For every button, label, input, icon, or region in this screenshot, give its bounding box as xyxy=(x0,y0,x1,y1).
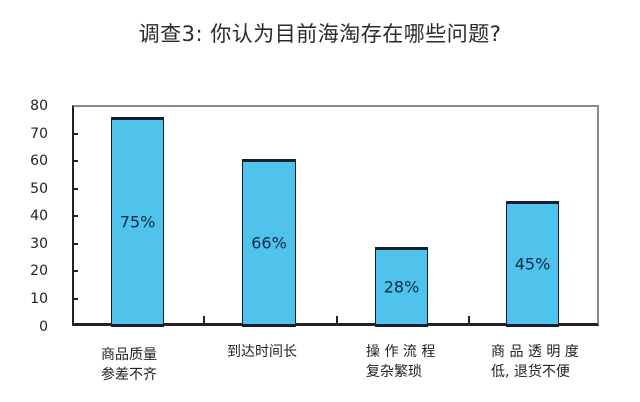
y-tick-mark xyxy=(72,188,78,190)
y-tick-label: 30 xyxy=(30,236,48,252)
category-line: 参差不齐 xyxy=(101,367,157,383)
y-tick-mark xyxy=(72,133,78,135)
category-label: 到达时间长 xyxy=(227,342,297,362)
y-tick-mark xyxy=(72,160,78,162)
bar-value-label: 75% xyxy=(119,212,156,232)
category-line: 商品质量 xyxy=(101,347,157,363)
bar-delivery-time: 66% xyxy=(242,159,296,327)
y-tick-mark xyxy=(72,298,78,300)
y-tick-label: 20 xyxy=(30,263,48,279)
category-line: 低, 退货不便 xyxy=(491,364,570,380)
bar-quality: 75% xyxy=(111,117,164,327)
category-line: 复杂繁琐 xyxy=(366,364,422,380)
y-tick-label: 80 xyxy=(30,98,48,114)
x-tick-mark xyxy=(468,316,470,326)
bar-transparency-returns: 45% xyxy=(506,201,559,327)
y-tick-label: 10 xyxy=(30,291,48,307)
bar-value-label: 45% xyxy=(514,254,551,274)
bar-value-label: 28% xyxy=(383,277,420,297)
chart-title: 调查3: 你认为目前海淘存在哪些问题? xyxy=(138,22,502,46)
y-tick-label: 40 xyxy=(30,208,48,224)
category-line: 到达时间长 xyxy=(227,344,297,360)
bar-process-complex: 28% xyxy=(375,247,428,327)
y-tick-label: 60 xyxy=(30,153,48,169)
y-tick-mark xyxy=(72,243,78,245)
category-label: 操 作 流 程 复杂繁琐 xyxy=(366,342,435,382)
y-tick-label: 70 xyxy=(30,126,48,142)
category-line: 操 作 流 程 xyxy=(366,344,436,360)
y-tick-mark xyxy=(72,270,78,272)
category-line: 商 品 透 明 度 xyxy=(491,344,579,360)
x-tick-mark xyxy=(336,316,338,326)
y-tick-mark xyxy=(72,215,78,217)
category-label: 商 品 透 明 度 低, 退货不便 xyxy=(491,342,579,382)
bar-value-label: 66% xyxy=(251,233,287,253)
category-label: 商品质量 参差不齐 xyxy=(101,345,157,385)
x-tick-mark xyxy=(203,316,205,326)
y-tick-label: 0 xyxy=(39,319,48,335)
y-tick-label: 50 xyxy=(30,181,48,197)
